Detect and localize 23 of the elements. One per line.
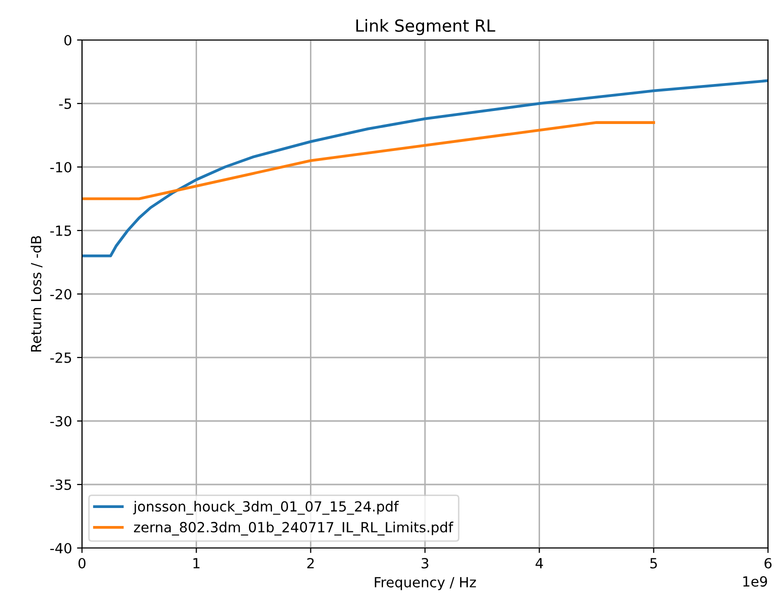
x-tick-label: 2: [307, 558, 314, 568]
y-tick-label: -10: [50, 162, 72, 172]
x-tick-label: 0: [78, 558, 86, 568]
y-tick-label: -40: [50, 542, 72, 554]
x-tick-label: 5: [650, 558, 657, 568]
y-tick-label: -20: [50, 288, 72, 300]
x-tick-label: 1: [193, 558, 200, 568]
y-tick-label: -25: [50, 352, 72, 363]
x-tick-label: 4: [536, 558, 543, 568]
y-tick-label: -30: [50, 416, 72, 426]
y-tick-label: 0: [64, 34, 72, 46]
legend-label: zerna_802.3dm_01b_240717_IL_RL_Limits.pdf: [134, 522, 454, 536]
line-series: [82, 79, 768, 258]
y-tick-label: -15: [50, 226, 72, 236]
y-tick-label: -5: [59, 98, 72, 109]
y-axis-title: Return Loss / -dB: [30, 236, 42, 352]
x-tick-label: 6: [764, 558, 772, 568]
legend-label: jonsson_houck_3dm_01_07_15_24.pdf: [133, 500, 399, 515]
text: 1e9: [743, 576, 768, 587]
x-tick-label: 3: [422, 558, 428, 568]
x-axis-title: Frequency / Hz: [374, 577, 476, 590]
y-tick-label: -35: [50, 479, 72, 490]
chart-title: Link Segment RL: [356, 19, 496, 36]
